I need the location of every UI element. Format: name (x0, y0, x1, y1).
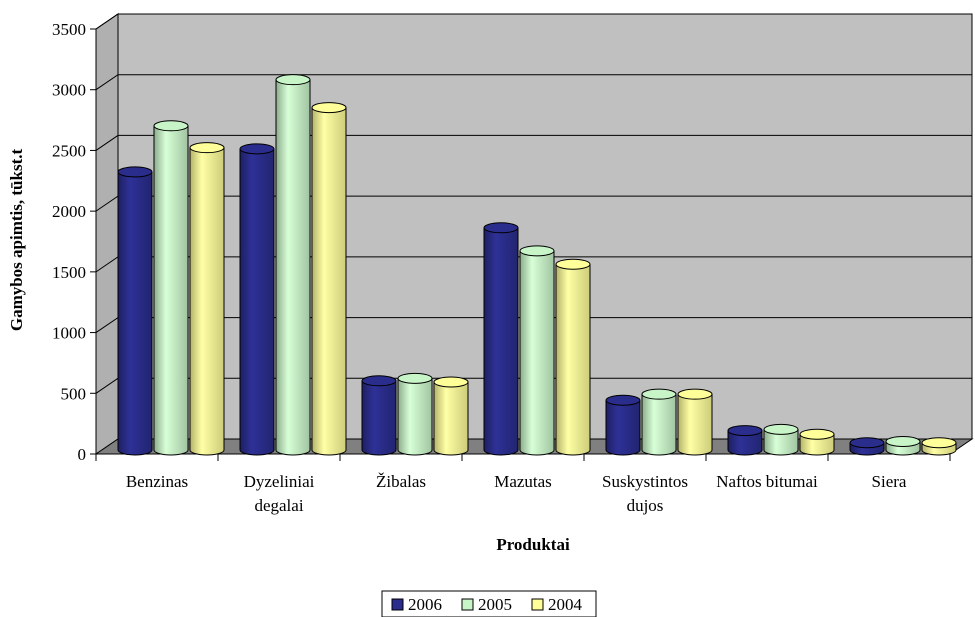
bar (153, 120, 189, 456)
bars (117, 74, 957, 456)
bar (117, 166, 153, 456)
x-axis: Benzinas Dyzeliniai degalai Žibalas Mazutas S… (95, 453, 951, 515)
bar (519, 245, 555, 456)
bar-body (483, 227, 519, 456)
x-tick-label: Suskystintos (602, 472, 688, 491)
bar (433, 376, 469, 456)
x-tick-label: Siera (872, 472, 907, 491)
bar (605, 394, 641, 456)
legend-item: 2004 (531, 595, 583, 614)
y-tick-label: 0 (78, 445, 87, 464)
y-tick-label: 2000 (52, 202, 86, 221)
x-tick-label: degalai (254, 496, 303, 515)
bar-top (727, 425, 763, 437)
x-tick-label: Dyzeliniai (244, 472, 315, 491)
bar (849, 437, 885, 456)
y-tick-label: 3000 (52, 81, 86, 100)
bar-top (555, 258, 591, 270)
bar-body (727, 430, 763, 456)
bar-body (799, 433, 835, 456)
bar (641, 388, 677, 456)
bar-top (483, 222, 519, 234)
gridline (95, 74, 972, 91)
bar (555, 258, 591, 456)
y-axis: 0 500 1000 1500 2000 2500 3000 3500 (52, 20, 97, 464)
bar-top (153, 120, 189, 132)
x-tick-label: Mazutas (494, 472, 552, 491)
bar (727, 425, 763, 456)
legend-item: 2005 (461, 595, 512, 614)
bar-body (397, 377, 433, 456)
x-tick-label: Naftos bitumai (716, 472, 818, 491)
bar-body (519, 250, 555, 456)
bar (483, 222, 519, 456)
bar (397, 372, 433, 456)
bar-body (153, 125, 189, 456)
bar-body (433, 381, 469, 456)
bar (677, 388, 713, 456)
legend-item: 2006 (391, 595, 442, 614)
bar-top (799, 428, 835, 440)
legend: 2006 2005 2004 (381, 590, 597, 617)
bar (239, 143, 275, 456)
x-axis-title: Produktai (496, 535, 570, 554)
bar (921, 437, 957, 456)
bar-body (117, 171, 153, 456)
y-tick-label: 3500 (52, 20, 86, 39)
bar-body (311, 107, 347, 456)
bar-top (677, 388, 713, 400)
gridline (95, 134, 972, 151)
legend-label: 2005 (478, 595, 512, 614)
legend-label: 2006 (408, 595, 442, 614)
legend-box (381, 590, 597, 617)
x-tick-label: Žibalas (376, 472, 426, 491)
bar-body (275, 79, 311, 456)
bar-body (677, 393, 713, 456)
gridline (95, 13, 972, 30)
legend-swatch (391, 598, 404, 611)
bar-body (763, 428, 799, 456)
bar (311, 102, 347, 456)
bar-top (397, 372, 433, 384)
bar-top (433, 376, 469, 388)
y-tick-label: 2500 (52, 141, 86, 160)
bar-body (641, 393, 677, 456)
y-tick-label: 500 (61, 384, 87, 403)
bar-top (921, 437, 957, 449)
bar-top (275, 74, 311, 86)
bar-body (239, 148, 275, 456)
bar-body (555, 263, 591, 456)
side-wall (95, 13, 119, 455)
bar-body (361, 380, 397, 456)
bar (361, 375, 397, 456)
bar (275, 74, 311, 456)
bar-top (849, 437, 885, 449)
bar (189, 142, 225, 456)
bar-top (311, 102, 347, 114)
bar-top (519, 245, 555, 257)
y-tick-label: 1500 (52, 263, 86, 282)
bar-body (605, 399, 641, 456)
bar (799, 428, 835, 456)
bar (885, 436, 921, 456)
bar-top (763, 423, 799, 435)
bar-top (885, 436, 921, 447)
bar (763, 423, 799, 456)
y-axis-title: Gamybos apimtis, tūkst.t (7, 149, 26, 332)
bar-top (189, 142, 225, 154)
x-tick-label: dujos (627, 496, 664, 515)
bar-top (239, 143, 275, 155)
legend-label: 2004 (548, 595, 583, 614)
bar-top (605, 394, 641, 406)
legend-swatch (461, 598, 474, 611)
y-tick-label: 1000 (52, 324, 86, 343)
x-tick-label: Benzinas (126, 472, 188, 491)
bar-top (361, 375, 397, 387)
bar-top (641, 388, 677, 400)
legend-swatch (531, 598, 544, 611)
bar-body (189, 147, 225, 456)
bar-top (117, 166, 153, 178)
